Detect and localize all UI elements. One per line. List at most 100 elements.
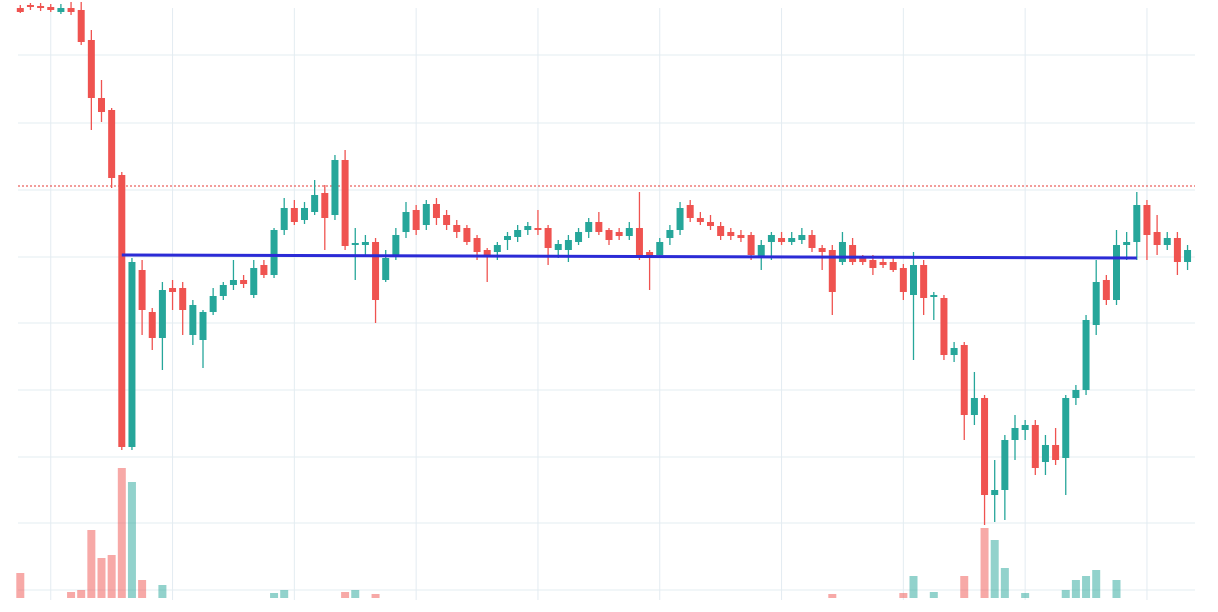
candle-body: [402, 212, 410, 232]
candle-body: [615, 232, 623, 236]
volume-bar: [270, 593, 279, 598]
candle-body: [737, 235, 745, 238]
candle-body: [1062, 398, 1070, 458]
candle-body: [635, 228, 643, 255]
volume-bar: [67, 592, 76, 598]
volume-bar: [117, 468, 126, 598]
volume-bar: [828, 594, 837, 598]
volume-bars: [16, 468, 1121, 598]
candle-body: [920, 265, 928, 298]
candle-body: [1173, 238, 1181, 262]
candle-body: [311, 195, 319, 212]
candle-body: [899, 268, 907, 292]
volume-bar: [980, 528, 989, 598]
candle-body: [950, 348, 958, 355]
candle-body: [575, 232, 583, 242]
volume-bar: [280, 590, 289, 598]
volume-bar: [97, 558, 106, 598]
volume-bar: [138, 580, 147, 598]
volume-bar: [909, 576, 918, 598]
candle-body: [463, 228, 471, 242]
volume-bar: [1092, 570, 1101, 598]
candle-body: [585, 222, 593, 232]
candle-body: [1133, 205, 1141, 242]
candle-body: [361, 242, 369, 245]
candle-body: [1072, 390, 1080, 398]
candle-body: [138, 270, 146, 310]
candle-body: [422, 204, 430, 225]
candle-body: [372, 242, 380, 300]
candle-body: [1082, 320, 1090, 390]
candle-body: [229, 280, 237, 285]
candle-body: [818, 248, 826, 252]
candle-body: [1021, 425, 1029, 430]
candle-body: [219, 285, 227, 296]
candle-body: [1113, 245, 1120, 300]
volume-bar: [1071, 580, 1080, 598]
candle-body: [717, 226, 725, 236]
candle-body: [189, 305, 197, 335]
volume-bar: [16, 573, 25, 598]
candle-body: [118, 175, 126, 447]
candle-body: [1052, 445, 1060, 460]
candle-body: [331, 160, 339, 215]
candle-body: [798, 235, 806, 240]
candle-body: [686, 205, 694, 218]
candle-body: [727, 232, 735, 236]
candle-body: [656, 242, 664, 255]
candle-body: [1011, 428, 1019, 440]
candle-body: [290, 208, 298, 222]
candle-body: [57, 8, 65, 12]
candle-body: [696, 218, 704, 222]
candle-body: [767, 235, 775, 242]
candle-body: [432, 204, 440, 218]
candle-body: [747, 235, 755, 255]
candle-body: [991, 490, 999, 495]
candle-body: [26, 5, 34, 7]
candle-body: [879, 262, 887, 265]
candle-body: [382, 258, 390, 280]
volume-bar: [341, 592, 350, 598]
candle-body: [534, 228, 542, 230]
candle-body: [869, 260, 877, 268]
volume-bar: [1000, 568, 1009, 598]
candle-body: [1001, 440, 1009, 490]
level-line: [121, 253, 1137, 260]
candle-body: [889, 262, 897, 270]
candle-body: [37, 6, 45, 8]
volume-bar: [158, 585, 167, 598]
volume-bar: [351, 590, 360, 598]
candle-body: [473, 238, 481, 252]
candle-body: [625, 228, 633, 236]
candle-body: [788, 238, 796, 242]
candle-body: [981, 398, 989, 495]
candle-body: [392, 235, 400, 255]
candle-body: [676, 208, 684, 230]
candle-body: [351, 243, 359, 245]
candle-body: [808, 235, 816, 248]
candle-body: [828, 250, 836, 292]
candle-body: [443, 215, 451, 225]
candle-body: [270, 230, 278, 275]
volume-bar: [990, 540, 999, 598]
candle-body: [778, 238, 786, 242]
volume-bar: [127, 482, 136, 598]
candle-body: [930, 295, 938, 297]
candles: [16, 2, 1192, 525]
candle-body: [1153, 232, 1161, 245]
candle-body: [910, 265, 917, 295]
candle-body: [16, 8, 24, 12]
volume-bar: [1021, 593, 1030, 598]
volume-bar: [77, 590, 86, 598]
candle-body: [179, 288, 187, 310]
candle-body: [960, 345, 968, 415]
volume-bar: [371, 594, 380, 598]
candle-body: [209, 296, 217, 312]
candle-body: [341, 160, 349, 246]
candle-body: [240, 280, 248, 284]
candle-body: [169, 288, 177, 292]
candle-body: [1041, 445, 1049, 462]
candle-body: [524, 226, 532, 230]
candle-body: [554, 244, 562, 250]
